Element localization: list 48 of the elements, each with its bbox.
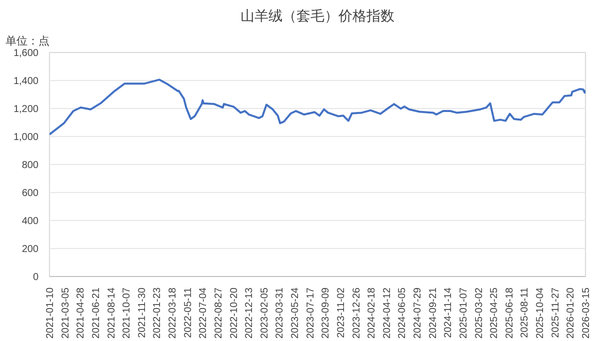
x-tick-label: 2021-03-05 [60,287,72,339]
y-tick-label: 1,400 [13,76,39,87]
x-tick-label: 2022-03-18 [168,287,179,339]
x-tick-label: 2023-11-02 [336,287,347,338]
x-tick-label: 2023-07-17 [305,287,316,339]
x-tick-label: 2026-01-20 [566,287,577,339]
x-tick-label: 2022-10-20 [228,287,240,339]
x-tick-label: 2023-12-26 [351,287,362,339]
x-tick-label: 2024-06-05 [397,287,408,339]
line-series [50,78,586,136]
x-tick-label: 2024-02-18 [366,287,378,339]
x-tick-label: 2022-07-04 [198,287,210,339]
x-tick-label: 2023-05-24 [290,287,302,339]
x-tick-label: 2025-10-04 [535,287,546,339]
x-tick-label: 2025-04-25 [489,287,500,339]
x-tick-label: 2022-01-23 [152,287,164,339]
x-tick-label: 2026-03-15 [581,287,592,339]
x-tick-label: 2023-03-31 [274,287,286,339]
y-tick-label: 1,600 [13,48,39,59]
y-tick-label: 800 [22,160,39,171]
x-tick-label: 2021-01-10 [45,287,56,339]
y-tick-label: 600 [22,188,39,199]
x-tick-label: 2024-04-12 [382,287,393,339]
x-tick-label: 2025-01-07 [458,287,470,339]
x-tick-label: 2022-08-27 [213,287,224,339]
x-tick-label: 2023-09-09 [320,287,332,339]
x-tick-label: 2021-11-30 [136,287,148,338]
x-tick-label: 2023-02-05 [259,287,270,339]
x-tick-label: 2024-07-29 [412,287,424,339]
x-tick-label: 2025-03-02 [474,287,485,339]
chart-title: 山羊绒（套毛）价格指数 [240,8,394,24]
x-tick-label: 2021-08-14 [106,287,118,339]
x-tick-label: 2021-06-21 [90,287,102,339]
x-tick-label: 2024-11-14 [443,287,454,338]
y-tick-label: 0 [32,272,39,283]
x-tick-label: 2025-11-27 [550,287,562,338]
y-tick-label: 200 [22,244,39,255]
x-tick-label: 2022-05-11 [182,287,194,338]
x-tick-label: 2025-08-11 [520,287,531,338]
x-tick-label: 2022-12-13 [244,287,256,339]
y-axis-title: 单位：点 [6,34,50,48]
x-tick-label: 2025-06-18 [504,287,516,339]
x-tick-label: 2021-10-07 [122,287,133,339]
x-tick-label: 2021-04-28 [76,287,87,339]
y-tick-label: 1,000 [13,132,39,143]
y-tick-label: 400 [22,216,39,227]
x-tick-label: 2024-09-21 [428,287,439,339]
y-tick-label: 1,200 [13,104,39,115]
